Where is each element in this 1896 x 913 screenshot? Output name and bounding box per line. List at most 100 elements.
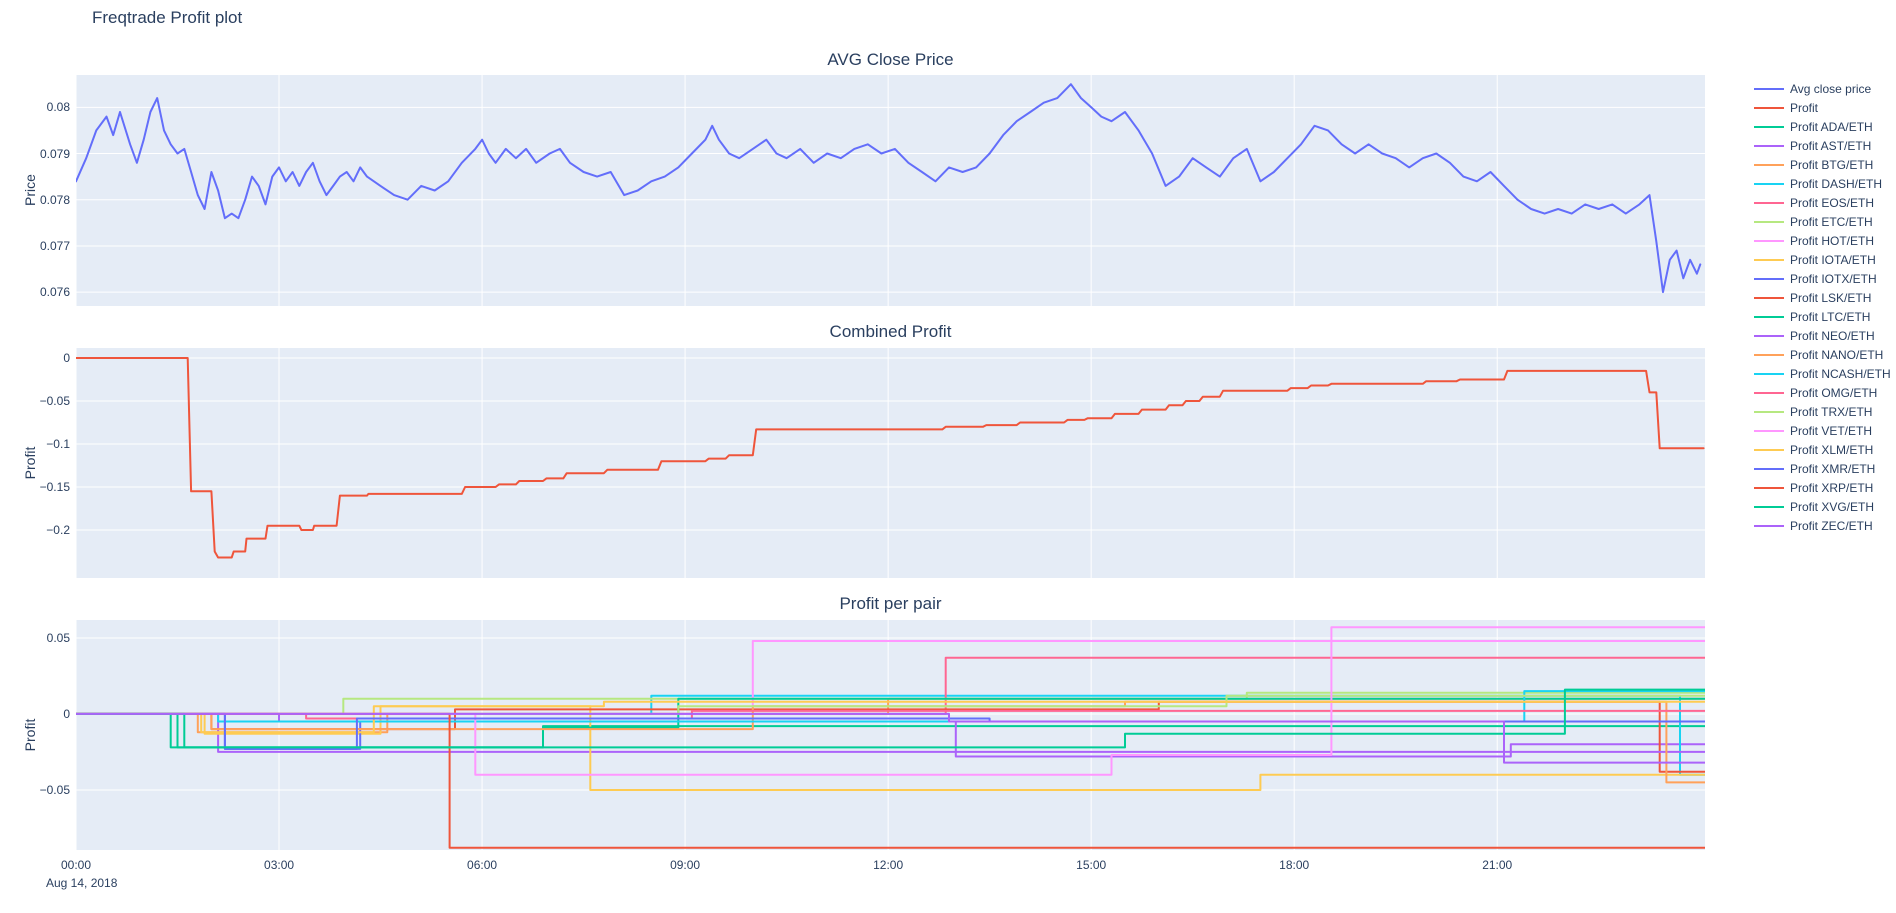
- series-profit-zec-eth: [76, 712, 1705, 764]
- series-profit-ltc-eth: [76, 697, 1705, 749]
- legend-line-swatch: [1754, 505, 1784, 508]
- plot-background: [76, 348, 1705, 578]
- series-profit-vet-eth: [76, 626, 1705, 776]
- legend-item-profit-lsk-eth[interactable]: Profit LSK/ETH: [1754, 288, 1891, 307]
- legend-item-profit-etc-eth[interactable]: Profit ETC/ETH: [1754, 212, 1891, 231]
- legend-line-swatch: [1754, 524, 1784, 527]
- y-tick-label: −0.1: [46, 436, 70, 451]
- x-tick-label: 12:00: [873, 858, 904, 872]
- legend-item-label: Profit DASH/ETH: [1790, 176, 1883, 191]
- legend-item-profit-omg-eth[interactable]: Profit OMG/ETH: [1754, 383, 1891, 402]
- legend-line-swatch: [1754, 220, 1784, 223]
- legend-item-profit-xvg-eth[interactable]: Profit XVG/ETH: [1754, 497, 1891, 516]
- legend-item-profit-ast-eth[interactable]: Profit AST/ETH: [1754, 136, 1891, 155]
- plot-area-profit-per-pair[interactable]: [76, 620, 1705, 850]
- subplot-title-combined-profit: Combined Profit: [829, 322, 952, 341]
- legend-item-label: Profit NANO/ETH: [1790, 347, 1884, 362]
- legend-item-label: Profit HOT/ETH: [1790, 233, 1875, 248]
- legend-line-swatch: [1754, 429, 1784, 432]
- x-tick-label: 06:00: [467, 858, 498, 872]
- y-axis-label-profit-combined: Profit: [22, 446, 38, 480]
- legend-line-swatch: [1754, 106, 1784, 109]
- legend-line-swatch: [1754, 334, 1784, 337]
- series-profit-xvg-eth: [76, 688, 1705, 749]
- legend-item-profit-ltc-eth[interactable]: Profit LTC/ETH: [1754, 307, 1891, 326]
- legend-line-swatch: [1754, 182, 1784, 185]
- legend-item-label: Profit NEO/ETH: [1790, 328, 1875, 343]
- legend-line-swatch: [1754, 144, 1784, 147]
- x-tick-label: 03:00: [264, 858, 295, 872]
- legend-item-profit-trx-eth[interactable]: Profit TRX/ETH: [1754, 402, 1891, 421]
- legend-item-label: Profit NCASH/ETH: [1790, 366, 1891, 381]
- legend-item-label: Profit: [1790, 100, 1819, 115]
- legend-item-avg-close-price[interactable]: Avg close price: [1754, 79, 1891, 98]
- legend-item-profit-xrp-eth[interactable]: Profit XRP/ETH: [1754, 478, 1891, 497]
- legend-item-label: Profit IOTX/ETH: [1790, 271, 1877, 286]
- x-tick-label: 00:00: [60, 858, 92, 872]
- plot-area-combined-profit[interactable]: [76, 348, 1705, 578]
- legend-line-swatch: [1754, 125, 1784, 128]
- y-tick-label: 0.08: [46, 100, 70, 115]
- legend-line-swatch: [1754, 486, 1784, 489]
- legend-line-swatch: [1754, 296, 1784, 299]
- y-tick-label: 0.076: [39, 285, 70, 300]
- legend-item-profit-ada-eth[interactable]: Profit ADA/ETH: [1754, 117, 1891, 136]
- y-tick-label: 0.05: [46, 630, 70, 645]
- x-tick-label: 18:00: [1279, 858, 1310, 872]
- subplot-title-avg-close-price: AVG Close Price: [827, 50, 954, 69]
- legend-item-profit[interactable]: Profit: [1754, 98, 1891, 117]
- plot-background: [76, 75, 1705, 306]
- x-tick-label: 15:00: [1076, 858, 1107, 872]
- legend-line-swatch: [1754, 448, 1784, 451]
- x-tick-label: 21:00: [1482, 858, 1513, 872]
- y-axis-label-profit-pairs: Profit: [22, 718, 38, 752]
- y-tick-label: 0.077: [39, 238, 70, 253]
- legend-item-profit-iota-eth[interactable]: Profit IOTA/ETH: [1754, 250, 1891, 269]
- legend-item-profit-vet-eth[interactable]: Profit VET/ETH: [1754, 421, 1891, 440]
- legend-item-profit-xmr-eth[interactable]: Profit XMR/ETH: [1754, 459, 1891, 478]
- series-profit: [76, 357, 1705, 559]
- y-tick-label: 0.079: [39, 146, 70, 161]
- legend-line-swatch: [1754, 87, 1784, 90]
- page-title: Freqtrade Profit plot: [92, 8, 243, 27]
- y-tick-label: −0.05: [39, 782, 70, 797]
- legend-item-profit-btg-eth[interactable]: Profit BTG/ETH: [1754, 155, 1891, 174]
- x-axis-date-label: Aug 14, 2018: [46, 876, 118, 890]
- y-tick-label: −0.15: [39, 479, 70, 494]
- legend-line-swatch: [1754, 467, 1784, 470]
- legend-item-label: Profit XRP/ETH: [1790, 480, 1874, 495]
- legend-item-label: Profit EOS/ETH: [1790, 195, 1875, 210]
- legend-item-profit-hot-eth[interactable]: Profit HOT/ETH: [1754, 231, 1891, 250]
- legend-item-label: Profit IOTA/ETH: [1790, 252, 1876, 267]
- legend-line-swatch: [1754, 239, 1784, 242]
- series-profit-neo-eth: [76, 712, 1705, 758]
- legend-line-swatch: [1754, 372, 1784, 375]
- legend-line-swatch: [1754, 163, 1784, 166]
- legend-item-label: Profit XVG/ETH: [1790, 499, 1875, 514]
- legend-item-label: Profit ZEC/ETH: [1790, 518, 1873, 533]
- legend-item-profit-xlm-eth[interactable]: Profit XLM/ETH: [1754, 440, 1891, 459]
- y-tick-label: −0.05: [39, 393, 70, 408]
- legend-line-swatch: [1754, 391, 1784, 394]
- legend-item-profit-ncash-eth[interactable]: Profit NCASH/ETH: [1754, 364, 1891, 383]
- legend-item-profit-zec-eth[interactable]: Profit ZEC/ETH: [1754, 516, 1891, 535]
- legend-item-label: Profit BTG/ETH: [1790, 157, 1874, 172]
- legend-item-profit-nano-eth[interactable]: Profit NANO/ETH: [1754, 345, 1891, 364]
- legend-item-label: Profit ETC/ETH: [1790, 214, 1873, 229]
- legend-item-label: Profit XMR/ETH: [1790, 461, 1876, 476]
- legend-line-swatch: [1754, 410, 1784, 413]
- legend-item-label: Avg close price: [1790, 81, 1872, 96]
- plot-area-avg-close-price[interactable]: [76, 75, 1705, 306]
- x-tick-label: 09:00: [670, 858, 701, 872]
- legend-item-profit-neo-eth[interactable]: Profit NEO/ETH: [1754, 326, 1891, 345]
- legend-item-label: Profit LSK/ETH: [1790, 290, 1872, 305]
- y-tick-label: 0.078: [39, 192, 70, 207]
- legend-item-profit-dash-eth[interactable]: Profit DASH/ETH: [1754, 174, 1891, 193]
- legend-item-profit-eos-eth[interactable]: Profit EOS/ETH: [1754, 193, 1891, 212]
- y-tick-label: 0: [63, 706, 70, 721]
- legend-item-profit-iotx-eth[interactable]: Profit IOTX/ETH: [1754, 269, 1891, 288]
- y-tick-label: −0.2: [46, 523, 70, 537]
- legend-item-label: Profit LTC/ETH: [1790, 309, 1871, 324]
- legend-item-label: Profit ADA/ETH: [1790, 119, 1873, 134]
